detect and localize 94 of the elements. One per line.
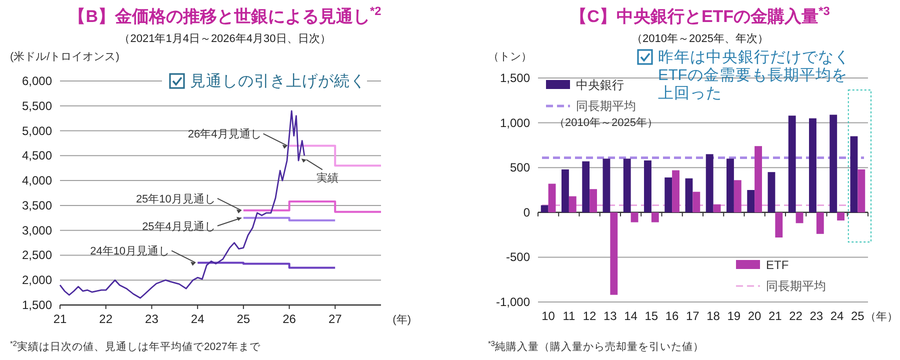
x-tick-label: 25 (851, 309, 865, 323)
y-tick-label: -1,000 (496, 295, 530, 309)
bar (830, 114, 838, 212)
x-tick-label: 14 (624, 309, 638, 323)
chart-subtitle: （2010年～2025年、年次） (632, 33, 768, 45)
bar (672, 170, 680, 212)
bar (809, 118, 816, 212)
x-tick-label: 12 (582, 309, 597, 323)
x-tick-label: 27 (328, 312, 342, 326)
x-tick-label: 10 (542, 309, 556, 323)
y-tick-label: 5,000 (22, 124, 52, 138)
x-axis-title: (年) (392, 314, 411, 326)
y-axis-title: (米ドル/トロイオンス) (10, 50, 120, 63)
chart-title: 【B】金価格の推移と世銀による見通し$^{*2}$ (68, 4, 382, 26)
x-tick-label: 22 (789, 309, 803, 323)
y-tick-label: 1,000 (500, 116, 530, 130)
bar (623, 158, 631, 212)
bar (754, 146, 762, 212)
y-tick-label: 2,500 (22, 248, 52, 262)
series-label: 実績 (316, 172, 338, 185)
x-tick-label: 19 (727, 309, 741, 323)
bar (630, 212, 638, 222)
line-series (59, 110, 306, 299)
legend-label: 中央銀行 (576, 78, 624, 92)
annotation: （2010年～2025年） (554, 117, 658, 129)
bar (540, 205, 548, 212)
x-tick-label: 16 (665, 309, 680, 323)
y-tick-label: 2,000 (22, 273, 52, 288)
x-tick-label: 18 (706, 309, 720, 323)
text: 25年4月見通し (142, 220, 216, 233)
y-tick-label: 4,500 (22, 148, 52, 163)
x-tick-label: 24 (830, 309, 844, 323)
bar (796, 212, 804, 224)
text: 24年10月見通し (90, 244, 170, 258)
y-tick-label: 5,500 (22, 98, 52, 113)
bar (858, 169, 866, 212)
y-tick-label: 4,000 (22, 174, 52, 188)
y-tick-label: 500 (510, 160, 530, 175)
annotation: 昨年は中央銀行だけでなくETFの金需要も長期平均を上回った (658, 48, 850, 102)
y-tick-label: 3,500 (22, 198, 52, 212)
y-tick-label: 0 (523, 205, 530, 220)
bar (734, 180, 742, 212)
y-tick-label: -500 (506, 250, 530, 264)
bar (582, 161, 590, 212)
legend-label: ETF (766, 258, 789, 272)
y-tick-label: 6,000 (22, 74, 52, 88)
x-tick-label: 11 (562, 309, 576, 323)
x-tick-label: 23 (145, 312, 159, 326)
bar (850, 136, 858, 212)
bar (747, 190, 755, 212)
bar (837, 212, 844, 220)
x-tick-label: 26 (282, 312, 296, 326)
bar (692, 192, 700, 212)
bar (562, 169, 569, 212)
x-tick-label: 24 (190, 312, 205, 326)
x-tick-label: 23 (810, 309, 824, 323)
bar (548, 184, 556, 212)
bar (768, 172, 776, 212)
bar (726, 158, 734, 212)
bar (685, 178, 693, 212)
bar (644, 160, 652, 212)
legend-label: 同長期平均 (766, 279, 826, 293)
annotation: 見通しの引き上げが続く (190, 72, 366, 90)
chart-title: 【C】中央銀行とETFの金購入量$^{*3}$ (570, 4, 830, 26)
x-tick-label: 15 (644, 309, 658, 323)
text: $^{*2}$実績は日次の値、見通しは年平均値で2027年まで (10, 338, 262, 353)
bar (816, 212, 824, 234)
bar (713, 204, 721, 212)
x-tick-label: 25 (236, 312, 250, 326)
text: $^{*3}$純購入量（購入量から売却量を引いた値） (488, 338, 704, 353)
bar (651, 212, 659, 222)
y-tick-label: 1,500 (22, 298, 52, 312)
x-tick-label: 21 (53, 312, 67, 326)
y-axis-title: （トン） (488, 51, 532, 63)
x-tick-label: 13 (604, 309, 618, 323)
bar (788, 116, 796, 212)
text: 25年10月見通し (136, 192, 216, 206)
text: 26年4月見通し (188, 128, 262, 141)
bar (706, 154, 714, 212)
bar (775, 212, 783, 238)
y-tick-label: 3,000 (22, 223, 52, 238)
bar (568, 196, 576, 212)
bar (602, 158, 610, 212)
chart-subtitle: （2021年1月4日～2026年4月30日、日次） (119, 33, 331, 45)
bar (590, 189, 597, 212)
x-tick-label: 22 (99, 312, 113, 326)
x-tick-label: 21 (768, 309, 782, 323)
x-tick-label: 20 (748, 309, 762, 323)
bar (610, 212, 618, 295)
x-axis-title: （年） (865, 311, 898, 323)
y-tick-label: 1,500 (500, 71, 530, 85)
bar (664, 177, 672, 212)
legend-label: 同長期平均 (576, 99, 636, 113)
x-tick-label: 17 (686, 309, 700, 323)
